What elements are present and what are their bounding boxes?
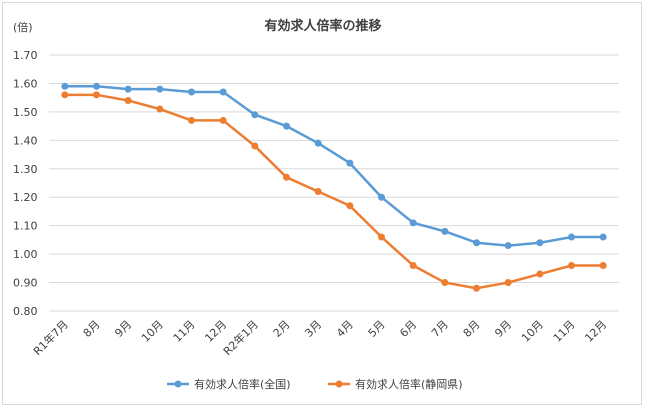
data-point bbox=[251, 111, 259, 119]
y-axis-unit-label: (倍) bbox=[13, 20, 33, 34]
legend-label: 有効求人倍率(静岡県) bbox=[355, 377, 463, 391]
y-tick-label: 1.40 bbox=[13, 134, 38, 147]
data-point bbox=[61, 82, 69, 90]
data-point bbox=[599, 233, 607, 241]
legend-item: 有効求人倍率(全国) bbox=[167, 377, 291, 391]
x-tick-label: 7月 bbox=[429, 318, 451, 340]
data-point bbox=[93, 82, 100, 90]
data-point bbox=[251, 142, 259, 150]
legend-item: 有効求人倍率(静岡県) bbox=[328, 377, 463, 391]
data-point bbox=[283, 173, 290, 181]
data-point bbox=[473, 239, 480, 247]
data-point bbox=[378, 193, 385, 201]
data-point bbox=[536, 239, 544, 247]
legend-label: 有効求人倍率(全国) bbox=[194, 377, 291, 391]
x-tick-label: 9月 bbox=[112, 318, 134, 340]
chart-title: 有効求人倍率の推移 bbox=[264, 18, 381, 34]
line-chart: 有効求人倍率の推移 (倍) 1.701.601.501.401.301.201.… bbox=[13, 18, 619, 391]
y-tick-label: 1.60 bbox=[13, 77, 38, 90]
data-point bbox=[283, 122, 290, 130]
legend-marker-swatch bbox=[335, 380, 343, 388]
data-point bbox=[219, 88, 227, 96]
data-point bbox=[61, 91, 69, 99]
x-tick-label: 2月 bbox=[271, 318, 293, 340]
data-point bbox=[156, 85, 164, 93]
series-layer bbox=[61, 82, 607, 292]
x-tick-label: 12月 bbox=[202, 318, 229, 345]
legend: 有効求人倍率(全国) 有効求人倍率(静岡県) bbox=[167, 377, 463, 391]
y-tick-label: 1.10 bbox=[13, 220, 38, 233]
y-tick-label: 1.20 bbox=[13, 191, 38, 204]
data-point bbox=[473, 284, 480, 292]
y-tick-label: 1.00 bbox=[13, 248, 38, 261]
x-tick-label: 8月 bbox=[81, 318, 103, 340]
data-point bbox=[409, 219, 417, 227]
y-tick-label: 1.70 bbox=[13, 49, 38, 62]
y-tick-label: 0.90 bbox=[13, 277, 38, 290]
data-point bbox=[504, 242, 512, 250]
data-point bbox=[346, 159, 354, 167]
data-point bbox=[124, 97, 132, 105]
chart-frame: 有効求人倍率の推移 (倍) 1.70 1.60 1.50 1.40 1.30 1.20 1.… bbox=[2, 2, 642, 405]
x-tick-label: 10月 bbox=[519, 318, 546, 345]
data-point bbox=[378, 233, 385, 241]
x-tick-label: 11月 bbox=[551, 318, 578, 345]
data-point bbox=[568, 233, 575, 241]
series-line bbox=[64, 85, 604, 247]
x-tick-label: 6月 bbox=[397, 318, 419, 340]
x-tick-label: 5月 bbox=[366, 318, 388, 340]
data-point bbox=[188, 116, 195, 124]
series-2 bbox=[61, 91, 607, 292]
data-point bbox=[124, 85, 132, 93]
data-point bbox=[188, 88, 195, 96]
y-tick-layer: 1.70 1.60 1.50 1.40 1.30 1.20 1.10 1.00 0.90 0.80 bbox=[13, 49, 38, 318]
x-tick-label: 10月 bbox=[139, 318, 166, 345]
x-tick-label: 9月 bbox=[492, 318, 514, 340]
data-point bbox=[314, 139, 322, 147]
data-point bbox=[156, 105, 164, 113]
data-point bbox=[314, 188, 322, 196]
data-point bbox=[441, 227, 449, 235]
x-tick-label: 4月 bbox=[334, 318, 356, 340]
data-point bbox=[409, 261, 417, 269]
y-tick-label: 1.30 bbox=[13, 163, 38, 176]
series-1 bbox=[61, 82, 607, 250]
data-point bbox=[219, 116, 227, 124]
data-point bbox=[441, 279, 449, 287]
x-tick-label: R1年7月 bbox=[30, 317, 71, 358]
x-tick-label: 3月 bbox=[302, 318, 324, 340]
x-tick-label: 12月 bbox=[582, 318, 609, 345]
data-point bbox=[93, 91, 100, 99]
data-point bbox=[536, 270, 544, 278]
series-line bbox=[64, 93, 604, 290]
data-point bbox=[504, 279, 512, 287]
y-tick-label: 1.50 bbox=[13, 106, 38, 119]
x-tick-label: 11月 bbox=[171, 318, 198, 345]
x-tick-label: R2年1月 bbox=[220, 317, 261, 358]
data-point bbox=[599, 261, 607, 269]
data-point bbox=[346, 202, 354, 210]
grid-layer bbox=[49, 54, 619, 312]
data-point bbox=[568, 261, 575, 269]
x-tick-label: 8月 bbox=[461, 318, 483, 340]
y-tick-label: 0.80 bbox=[13, 305, 38, 318]
legend-marker-swatch bbox=[174, 380, 182, 388]
